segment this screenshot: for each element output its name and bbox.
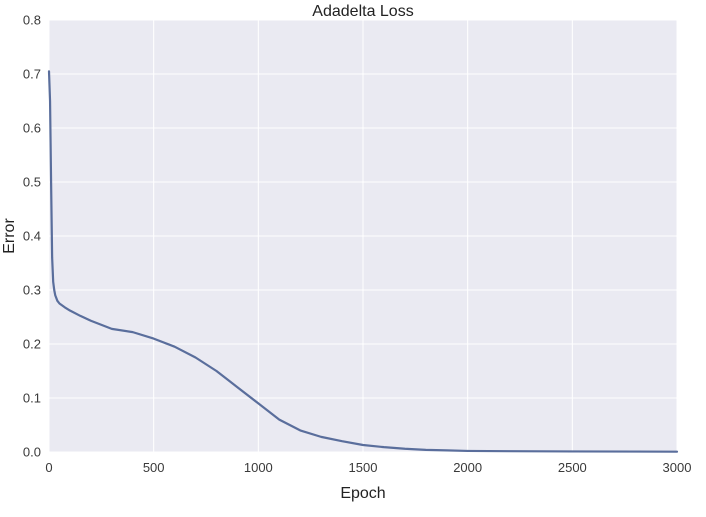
y-tick-label: 0.0 — [23, 445, 41, 460]
y-axis-title: Error — [1, 218, 18, 254]
y-tick-label: 0.5 — [23, 175, 41, 190]
x-tick-labels: 0 500 1000 1500 2000 2500 3000 — [45, 460, 691, 475]
y-tick-label: 0.1 — [23, 391, 41, 406]
x-tick-label: 1500 — [349, 460, 378, 475]
y-tick-label: 0.2 — [23, 337, 41, 352]
loss-line — [47, 70, 679, 453]
x-axis-title: Epoch — [340, 485, 385, 502]
y-tick-label: 0.6 — [23, 121, 41, 136]
x-tick-label: 500 — [143, 460, 165, 475]
x-tick-label: 1000 — [244, 460, 273, 475]
y-tick-label: 0.4 — [23, 229, 41, 244]
chart-title: Adadelta Loss — [312, 3, 413, 20]
y-tick-labels: 0.0 0.1 0.2 0.3 0.4 0.5 0.6 0.7 0.8 — [23, 13, 41, 460]
x-tick-label: 3000 — [663, 460, 692, 475]
x-tick-label: 2000 — [453, 460, 482, 475]
y-tick-label: 0.8 — [23, 13, 41, 28]
grid-lines — [48, 19, 678, 453]
x-tick-label: 0 — [45, 460, 52, 475]
y-tick-label: 0.3 — [23, 283, 41, 298]
x-tick-label: 2500 — [558, 460, 587, 475]
y-tick-label: 0.7 — [23, 67, 41, 82]
